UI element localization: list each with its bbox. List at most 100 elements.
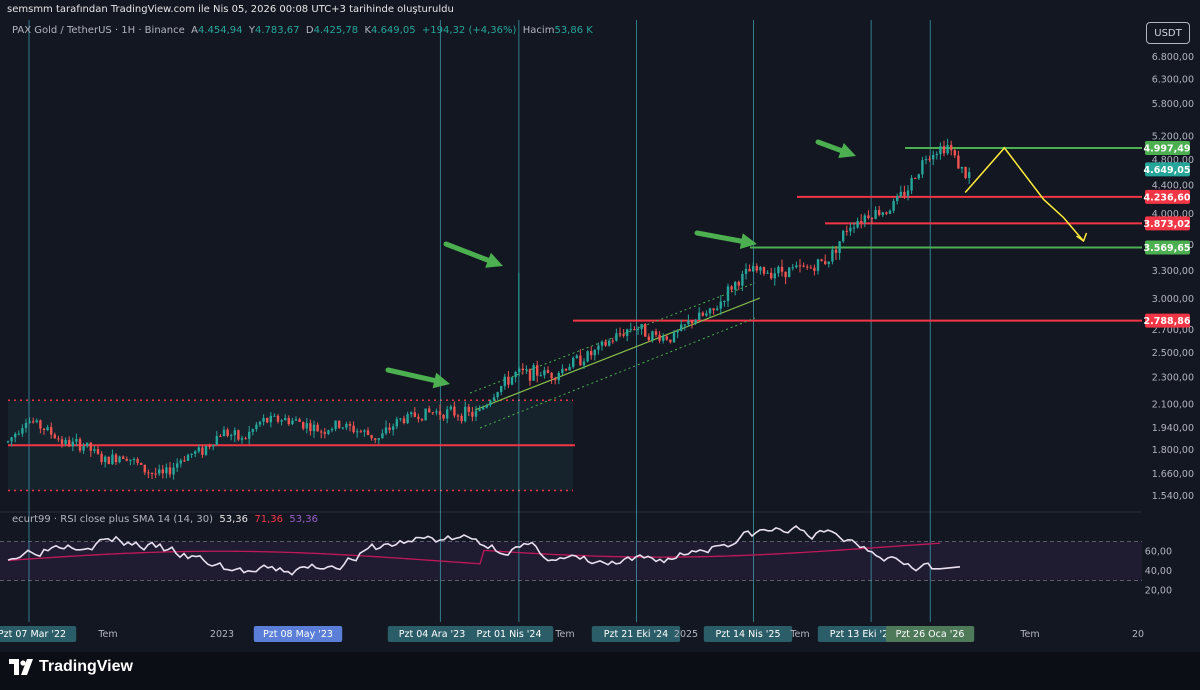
- candle-body-56: [208, 446, 211, 448]
- y-tick-10: 2.700,00: [1152, 325, 1194, 336]
- candle-body-129: [471, 411, 474, 417]
- candle-body-202: [734, 281, 737, 290]
- candle-body-170: [618, 333, 622, 335]
- candle-body-94: [345, 423, 348, 428]
- candle-body-114: [417, 416, 420, 419]
- candle-body-155: [564, 368, 568, 371]
- candle-body-89: [327, 430, 330, 434]
- x-tick-bg-11: [817, 626, 907, 642]
- candle-body-130: [474, 410, 478, 417]
- candle-body-87: [320, 431, 323, 433]
- candle-body-38: [143, 464, 146, 473]
- currency-button[interactable]: USDT: [1146, 22, 1190, 44]
- candle-body-79: [291, 420, 294, 425]
- candle-body-108: [395, 419, 398, 427]
- candle-body-229: [831, 249, 834, 262]
- y-tick-5: 4.400,00: [1152, 181, 1194, 192]
- candle-body-254: [921, 160, 924, 175]
- candle-body-240: [870, 218, 874, 220]
- candle-body-21: [82, 446, 85, 451]
- candle-body-163: [593, 349, 596, 356]
- price-label-bg-0: [1145, 141, 1190, 156]
- candle-body-81: [298, 419, 301, 422]
- candle-body-232: [842, 230, 845, 242]
- candle-body-257: [932, 154, 935, 160]
- candle-body-3: [17, 433, 20, 435]
- candle-body-140: [510, 377, 514, 385]
- candle-body-45: [168, 467, 172, 475]
- symbol-name[interactable]: PAX Gold / TetherUS · 1H · Binance: [12, 25, 185, 36]
- candle-body-138: [503, 376, 506, 387]
- projection-arrowhead: [1076, 232, 1088, 243]
- candle-body-17: [68, 439, 71, 447]
- candle-body-88: [323, 432, 326, 434]
- candle-body-222: [806, 266, 809, 268]
- candle-body-212: [770, 272, 773, 279]
- candle-body-147: [536, 365, 539, 376]
- candle-body-151: [550, 372, 553, 379]
- rsi-third-value: 53,36: [289, 514, 319, 525]
- candle-body-169: [615, 333, 618, 341]
- candle-body-174: [633, 328, 636, 330]
- candle-body-201: [730, 286, 733, 290]
- candle-body-120: [438, 411, 442, 415]
- candle-body-60: [222, 429, 226, 437]
- candle-body-182: [662, 336, 665, 341]
- candle-body-119: [435, 411, 438, 413]
- x-tick-11: Pzt 13 Eki '25: [830, 629, 894, 640]
- tradingview-logo[interactable]: TradingView: [9, 658, 133, 676]
- candle-body-78: [287, 418, 290, 425]
- candle-body-248: [899, 191, 902, 197]
- y-tick-3: 5.200,00: [1152, 131, 1194, 142]
- price-label-bg-3: [1145, 216, 1190, 231]
- ohlc-close: 4.649,05: [371, 25, 416, 36]
- candle-body-11: [46, 427, 49, 431]
- rsi-indicator-name[interactable]: ecurt99 · RSI close plus SMA 14 (14, 30): [12, 514, 214, 525]
- y-tick-1: 6.300,00: [1152, 75, 1194, 86]
- candle-body-210: [762, 267, 766, 274]
- candle-body-52: [194, 451, 197, 454]
- candle-body-75: [276, 415, 280, 422]
- candle-body-216: [784, 271, 787, 278]
- candle-body-82: [302, 421, 305, 429]
- candle-body-203: [737, 281, 740, 286]
- rsi-sma-value: 71,36: [254, 514, 284, 525]
- candle-body-128: [467, 406, 470, 412]
- candle-body-160: [582, 361, 586, 366]
- candle-body-64: [237, 430, 240, 440]
- candle-body-259: [939, 146, 942, 155]
- candle-body-6: [28, 421, 31, 423]
- candle-body-27: [104, 456, 107, 463]
- candle-body-124: [453, 406, 456, 416]
- candle-body-189: [687, 320, 690, 325]
- candle-body-42: [158, 469, 161, 474]
- candle-body-187: [680, 324, 683, 331]
- candle-body-68: [251, 429, 254, 432]
- candle-body-191: [694, 319, 697, 324]
- candle-body-71: [262, 418, 265, 422]
- candle-body-228: [827, 261, 830, 264]
- price-label-0: 4.997,49: [1144, 144, 1191, 155]
- y-tick-14: 1.940,00: [1152, 423, 1194, 434]
- candle-body-33: [125, 459, 128, 461]
- candle-body-267: [968, 172, 971, 179]
- candle-body-37: [140, 462, 143, 465]
- candle-body-196: [712, 308, 715, 311]
- candle-body-30: [114, 454, 118, 463]
- y-tick-12: 2.300,00: [1152, 373, 1194, 384]
- candle-body-250: [906, 190, 910, 196]
- candle-body-161: [586, 351, 589, 362]
- price-chart[interactable]: 6.800,00 6.300,00 5.800,00 5.200,00 4.800,00…: [0, 0, 1200, 652]
- candle-body-116: [424, 408, 427, 421]
- candle-body-4: [21, 428, 24, 434]
- candle-body-15: [60, 439, 64, 444]
- candle-body-73: [269, 415, 272, 423]
- candle-body-29: [111, 454, 114, 465]
- candle-body-246: [892, 200, 895, 211]
- candle-body-223: [809, 267, 812, 269]
- candle-body-0: [6, 441, 10, 443]
- candle-body-249: [903, 191, 906, 196]
- candle-body-251: [910, 178, 913, 191]
- candle-body-63: [233, 430, 236, 436]
- price-label-bg-5: [1145, 313, 1190, 328]
